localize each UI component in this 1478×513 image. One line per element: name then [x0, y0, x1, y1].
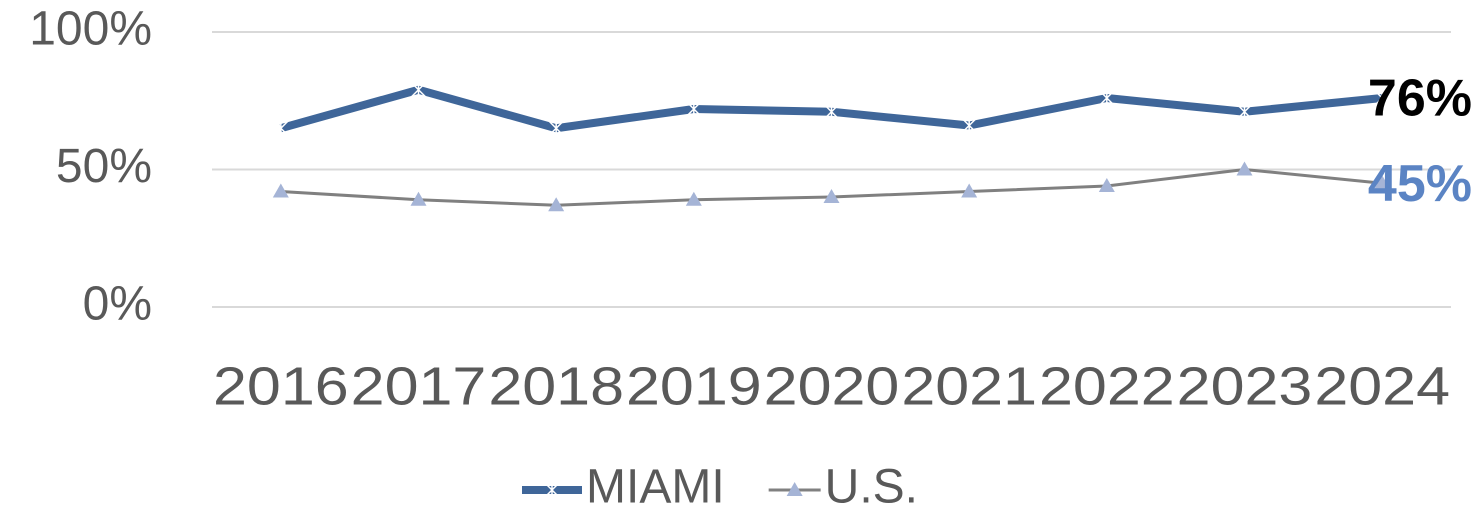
marker	[786, 482, 803, 496]
marker	[272, 183, 289, 198]
y-tick-label: 100%	[29, 3, 152, 56]
marker	[1236, 161, 1253, 176]
legend-label: MIAMI	[586, 461, 725, 513]
legend-label: U.S.	[825, 461, 918, 513]
y-tick-label: 50%	[56, 140, 152, 193]
legend-item: MIAMI	[522, 461, 725, 513]
x-tick-label: 2020	[764, 356, 900, 416]
x-tick-label: 2024	[1314, 356, 1450, 416]
marker	[410, 191, 427, 206]
marker	[410, 82, 427, 98]
marker	[1374, 90, 1390, 106]
y-tick-label: 0%	[83, 278, 152, 331]
marker	[961, 117, 977, 134]
marker	[548, 120, 564, 136]
marker	[1236, 104, 1253, 120]
marker	[548, 197, 565, 212]
marker	[686, 101, 702, 117]
x-tick-label: 2019	[626, 356, 762, 416]
marker	[1098, 178, 1115, 192]
x-tick-label: 2016	[213, 356, 349, 416]
marker	[961, 183, 978, 198]
x-tick-label: 2018	[488, 356, 624, 416]
marker	[823, 189, 840, 203]
marker	[823, 104, 840, 120]
x-tick-label: 2022	[1039, 356, 1175, 416]
data-label: 76%	[1368, 70, 1472, 128]
marker	[273, 120, 289, 136]
x-tick-label: 2021	[901, 356, 1037, 416]
x-tick-label: 2017	[351, 356, 487, 416]
marker	[685, 191, 702, 206]
data-label: 45%	[1368, 155, 1472, 213]
marker	[1374, 175, 1391, 190]
marker	[1099, 90, 1115, 106]
marker	[544, 482, 560, 498]
x-tick-label: 2023	[1177, 356, 1313, 416]
legend-item: U.S.	[768, 461, 918, 513]
